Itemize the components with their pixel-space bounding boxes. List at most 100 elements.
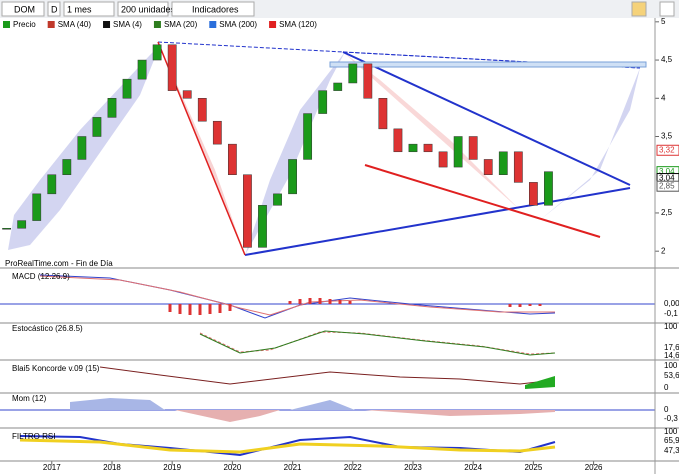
period[interactable]: 1 mes (67, 4, 92, 14)
x-tick-label: 2023 (404, 463, 422, 472)
candle (182, 90, 192, 99)
macd-histogram (168, 298, 542, 315)
projection-shape (343, 52, 520, 210)
y-tick-label: 5 (661, 17, 666, 26)
y-tick-label: 4 (661, 93, 666, 102)
symbol[interactable]: DOM (14, 4, 35, 14)
units[interactable]: 200 unidades (121, 4, 176, 14)
candle (258, 205, 267, 248)
panel-label: 53,6 (664, 371, 679, 380)
panel-label: 17,6 (664, 343, 679, 352)
mom-area (175, 410, 280, 422)
trend-line (244, 187, 631, 256)
price-label: 3,04 (659, 167, 675, 176)
candle (544, 171, 553, 206)
settings-button[interactable] (659, 1, 675, 17)
units-box[interactable] (117, 1, 169, 17)
candle (333, 82, 343, 91)
candle (197, 98, 207, 122)
panel-title: Blai5 Koncorde v.09 (15) (12, 364, 100, 373)
candle (137, 59, 147, 80)
mom-area (70, 398, 165, 410)
panel-label: 0 (664, 383, 669, 392)
panel-title: MACD (12.26.9) (12, 272, 70, 281)
indicators[interactable]: Indicadores (192, 4, 239, 14)
panel-label: 100 (664, 361, 678, 370)
candle (303, 113, 313, 160)
legend-swatch (269, 21, 277, 28)
candle (408, 143, 418, 153)
candle (453, 136, 463, 168)
x-tick-label: 2017 (43, 463, 61, 472)
koncorde-area (525, 376, 555, 389)
x-tick-label: 2024 (464, 463, 482, 472)
panel-label: -0,3 (664, 414, 678, 423)
candle (288, 159, 297, 195)
candle (378, 98, 388, 130)
drawings (8, 41, 647, 256)
candle (212, 120, 222, 145)
candle (423, 143, 433, 153)
zone (329, 61, 647, 68)
x-tick-label: 2022 (344, 463, 362, 472)
legend-swatch (47, 21, 55, 28)
toolbar: DOM D 1 mes 200 unidades Indicadores (0, 0, 679, 18)
macd-signal (39, 275, 555, 316)
alert-button[interactable] (631, 1, 647, 17)
flag[interactable]: D (51, 4, 58, 14)
price-label-box (656, 180, 679, 192)
macd-line (39, 274, 556, 319)
rsi-line (19, 438, 556, 454)
flag-box[interactable] (47, 1, 61, 17)
symbol-box[interactable] (1, 1, 45, 17)
mom-area (365, 410, 555, 416)
candle (122, 78, 132, 99)
candle (167, 44, 177, 91)
price-label: 3,32 (659, 145, 675, 154)
period-box[interactable] (63, 1, 115, 17)
candle (348, 63, 358, 84)
legend-swatch (103, 21, 111, 28)
toolbar-bg (0, 0, 679, 18)
panel-title: FILTRO RSI (12, 432, 55, 441)
projection-shape (540, 68, 640, 220)
panel-label: 65,9 (664, 436, 679, 445)
candle (47, 174, 57, 195)
indicator-panels: MACD (12.26.9) Estocástico (26.8.5) Blai… (0, 267, 679, 462)
x-tick-label: 2018 (103, 463, 121, 472)
legend-label: SMA (40) (58, 20, 92, 29)
x-tick-label: 2025 (524, 463, 542, 472)
price-label: 3,04 (659, 174, 675, 183)
candle (2, 227, 12, 230)
x-tick-label: 2026 (585, 463, 603, 472)
panel-label: 100 (664, 322, 678, 331)
legend-label: SMA (200) (219, 20, 257, 29)
candle (92, 117, 102, 137)
panel-title: Mom (12) (12, 394, 47, 403)
stoch-line (199, 331, 556, 355)
legend-swatch (153, 21, 161, 28)
indicators-box[interactable] (171, 1, 255, 17)
legend-label: SMA (20) (164, 20, 198, 29)
candle (32, 193, 42, 221)
legend-swatch (209, 21, 217, 28)
y-tick-label: 2,5 (661, 208, 673, 217)
candle (393, 128, 403, 153)
watermark: ProRealTime.com - Fin de Día (5, 259, 113, 268)
candle (438, 151, 448, 168)
panel-title: Estocástico (26.8.5) (12, 324, 83, 333)
x-tick-label: 2020 (223, 463, 241, 472)
y-tick-label: 3,5 (661, 132, 673, 141)
candle (243, 174, 252, 248)
candle (17, 220, 27, 229)
candle (77, 136, 87, 160)
legend-swatch (3, 21, 10, 28)
candle (498, 151, 508, 175)
legend-label: SMA (120) (279, 20, 317, 29)
candle (227, 143, 237, 175)
trend-line (364, 164, 601, 238)
price-label: 2,85 (659, 181, 675, 190)
panel-label: 0,00 (664, 299, 679, 308)
